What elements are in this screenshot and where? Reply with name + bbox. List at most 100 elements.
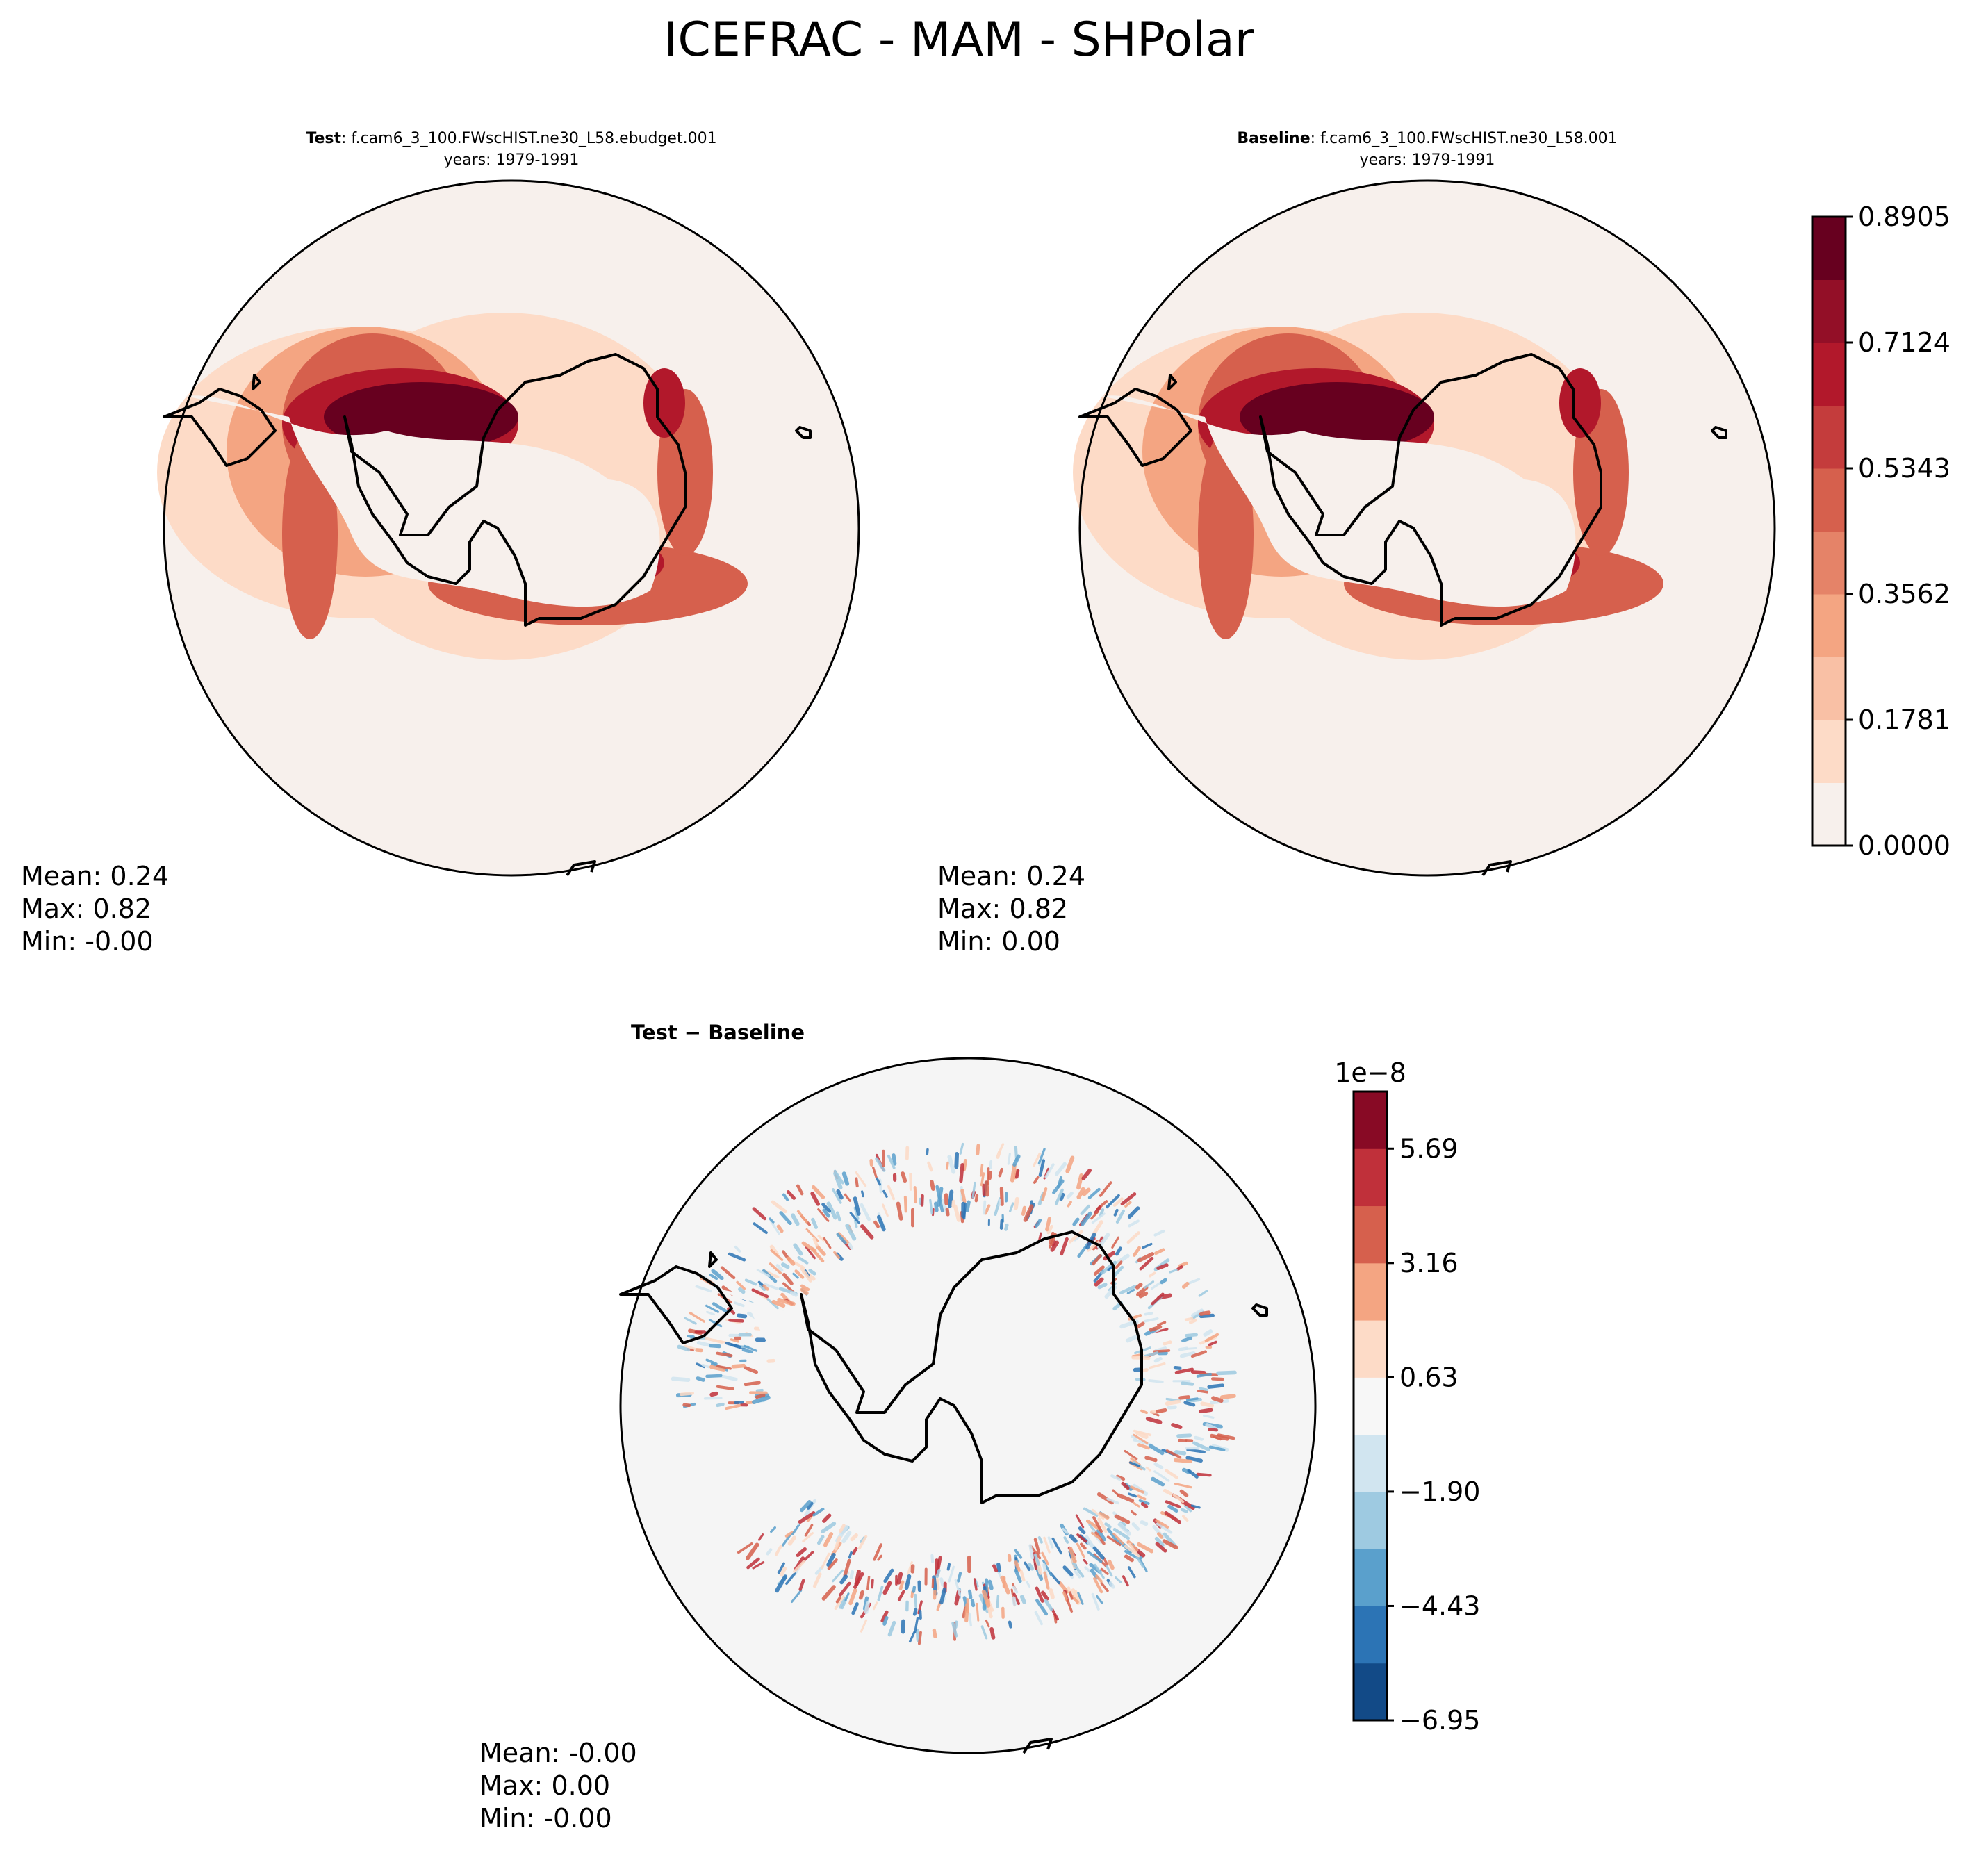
- diff-noise-stroke: [992, 1564, 999, 1573]
- diff-noise-stroke: [1093, 1576, 1103, 1594]
- diff-noise-stroke: [1113, 1208, 1119, 1217]
- diff-noise-stroke: [1154, 1248, 1165, 1255]
- diff-noise-stroke: [779, 1566, 787, 1577]
- diff-noise-stroke: [805, 1228, 819, 1242]
- diff-noise-stroke: [930, 1554, 935, 1563]
- diff-noise-stroke: [1145, 1417, 1163, 1424]
- diff-noise-stroke: [857, 1535, 868, 1550]
- diff-noise-stroke: [770, 1526, 776, 1533]
- diff-noise-stroke: [1071, 1562, 1085, 1578]
- panel-test-label-bold: Test: [306, 130, 341, 147]
- diff-noise-stroke: [1093, 1265, 1105, 1276]
- diff-noise-stroke: [728, 1252, 746, 1262]
- diff-noise-stroke: [777, 1298, 796, 1306]
- diff-noise-stroke: [757, 1533, 764, 1541]
- diff-noise-stroke: [1038, 1159, 1046, 1177]
- diff-noise-stroke: [979, 1164, 984, 1177]
- map-diff: [619, 1057, 1317, 1754]
- diff-noise-stroke: [987, 1171, 992, 1180]
- diff-noise-stroke: [833, 1169, 844, 1185]
- diff-noise-stroke: [1046, 1224, 1053, 1235]
- diff-noise-stroke: [1059, 1192, 1065, 1201]
- cbar-diff-band: [1354, 1205, 1387, 1264]
- diff-noise-stroke: [968, 1589, 973, 1599]
- diff-noise-stroke: [903, 1195, 907, 1213]
- diff-noise-stroke: [1138, 1291, 1149, 1299]
- diff-noise-stroke: [720, 1374, 738, 1381]
- diff-noise-stroke: [860, 1619, 868, 1633]
- diff-noise-stroke: [769, 1219, 780, 1235]
- diff-noise-stroke: [689, 1311, 705, 1323]
- diff-noise-stroke: [1124, 1554, 1134, 1563]
- diff-noise-stroke: [998, 1167, 1003, 1178]
- diff-noise-stroke: [1135, 1431, 1149, 1439]
- diff-noise-stroke: [743, 1344, 758, 1352]
- diff-noise-stroke: [777, 1562, 785, 1574]
- cbar-diff-band: [1354, 1092, 1387, 1149]
- diff-noise-stroke: [858, 1590, 864, 1600]
- diff-noise-stroke: [1080, 1211, 1092, 1226]
- diff-noise-stroke: [817, 1208, 830, 1222]
- diff-noise-stroke: [996, 1595, 1000, 1608]
- diff-noise-stroke: [826, 1552, 836, 1567]
- diff-noise-stroke: [1027, 1563, 1034, 1571]
- diff-noise-stroke: [731, 1363, 746, 1369]
- diff-noise-stroke: [1140, 1520, 1149, 1526]
- diff-noise-stroke: [1062, 1565, 1074, 1576]
- diff-noise-stroke: [1149, 1444, 1165, 1456]
- diff-noise-stroke: [1181, 1515, 1189, 1522]
- diff-noise-stroke: [1157, 1321, 1167, 1326]
- diff-noise-stroke: [875, 1157, 886, 1172]
- diff-noise-stroke: [1023, 1204, 1034, 1222]
- diff-noise-stroke: [1178, 1395, 1190, 1400]
- diff-noise-stroke: [1181, 1336, 1193, 1343]
- diff-noise-stroke: [1151, 1476, 1165, 1487]
- diff-noise-stroke: [709, 1391, 718, 1397]
- diff-noise-stroke: [901, 1171, 907, 1183]
- diff-noise-stroke: [1126, 1231, 1140, 1244]
- diff-noise-stroke: [1153, 1229, 1165, 1237]
- diff-noise-stroke: [1108, 1581, 1115, 1589]
- diff-noise-stroke: [1149, 1271, 1156, 1278]
- diff-noise-stroke: [1032, 1552, 1037, 1570]
- diff-noise-stroke: [976, 1602, 980, 1622]
- diff-noise-stroke: [1112, 1532, 1124, 1545]
- diff-noise-stroke: [1037, 1148, 1046, 1164]
- diff-noise-stroke: [1112, 1489, 1119, 1497]
- diff-noise-stroke: [951, 1622, 958, 1638]
- diff-noise-stroke: [970, 1599, 976, 1608]
- diff-noise-stroke: [896, 1201, 903, 1221]
- diff-noise-stroke: [696, 1376, 705, 1382]
- diff-noise-stroke: [853, 1196, 861, 1216]
- diff-noise-stroke: [1160, 1278, 1167, 1285]
- diff-noise-stroke: [1121, 1481, 1130, 1490]
- diff-noise-stroke: [1202, 1414, 1215, 1419]
- cbar-abs-tick-label: 0.8905: [1858, 201, 1950, 232]
- diff-noise-stroke: [1090, 1211, 1099, 1220]
- diff-noise-stroke: [1196, 1472, 1212, 1477]
- diff-noise-stroke: [796, 1184, 804, 1196]
- diff-noise-stroke: [1033, 1553, 1040, 1566]
- diff-noise-stroke: [1143, 1317, 1159, 1323]
- cbar-diff-tick-label: −4.43: [1399, 1590, 1480, 1621]
- diff-noise-stroke: [896, 1572, 903, 1585]
- cbar-abs-band: [1812, 405, 1846, 469]
- map-diff-south-america: [619, 1265, 733, 1344]
- diff-noise-stroke: [794, 1269, 805, 1279]
- diff-noise-stroke: [1127, 1566, 1136, 1579]
- diff-noise-stroke: [959, 1162, 964, 1183]
- diff-noise-stroke: [959, 1142, 964, 1155]
- diff-noise-stroke: [1137, 1494, 1147, 1501]
- diff-noise-stroke: [705, 1358, 718, 1365]
- diff-noise-stroke: [1045, 1217, 1051, 1232]
- diff-noise-stroke: [983, 1200, 987, 1215]
- panel-test-min: Min: -0.00: [21, 926, 154, 957]
- diff-noise-stroke: [764, 1283, 779, 1290]
- diff-noise-stroke: [1203, 1329, 1213, 1337]
- panel-baseline-max: Max: 0.82: [937, 893, 1068, 924]
- diff-noise-stroke: [771, 1200, 787, 1214]
- cbar-diff-band: [1354, 1549, 1387, 1606]
- diff-noise-stroke: [1179, 1351, 1196, 1358]
- panel-baseline-years: years: 1979-1991: [1360, 151, 1495, 169]
- diff-noise-stroke: [984, 1204, 991, 1215]
